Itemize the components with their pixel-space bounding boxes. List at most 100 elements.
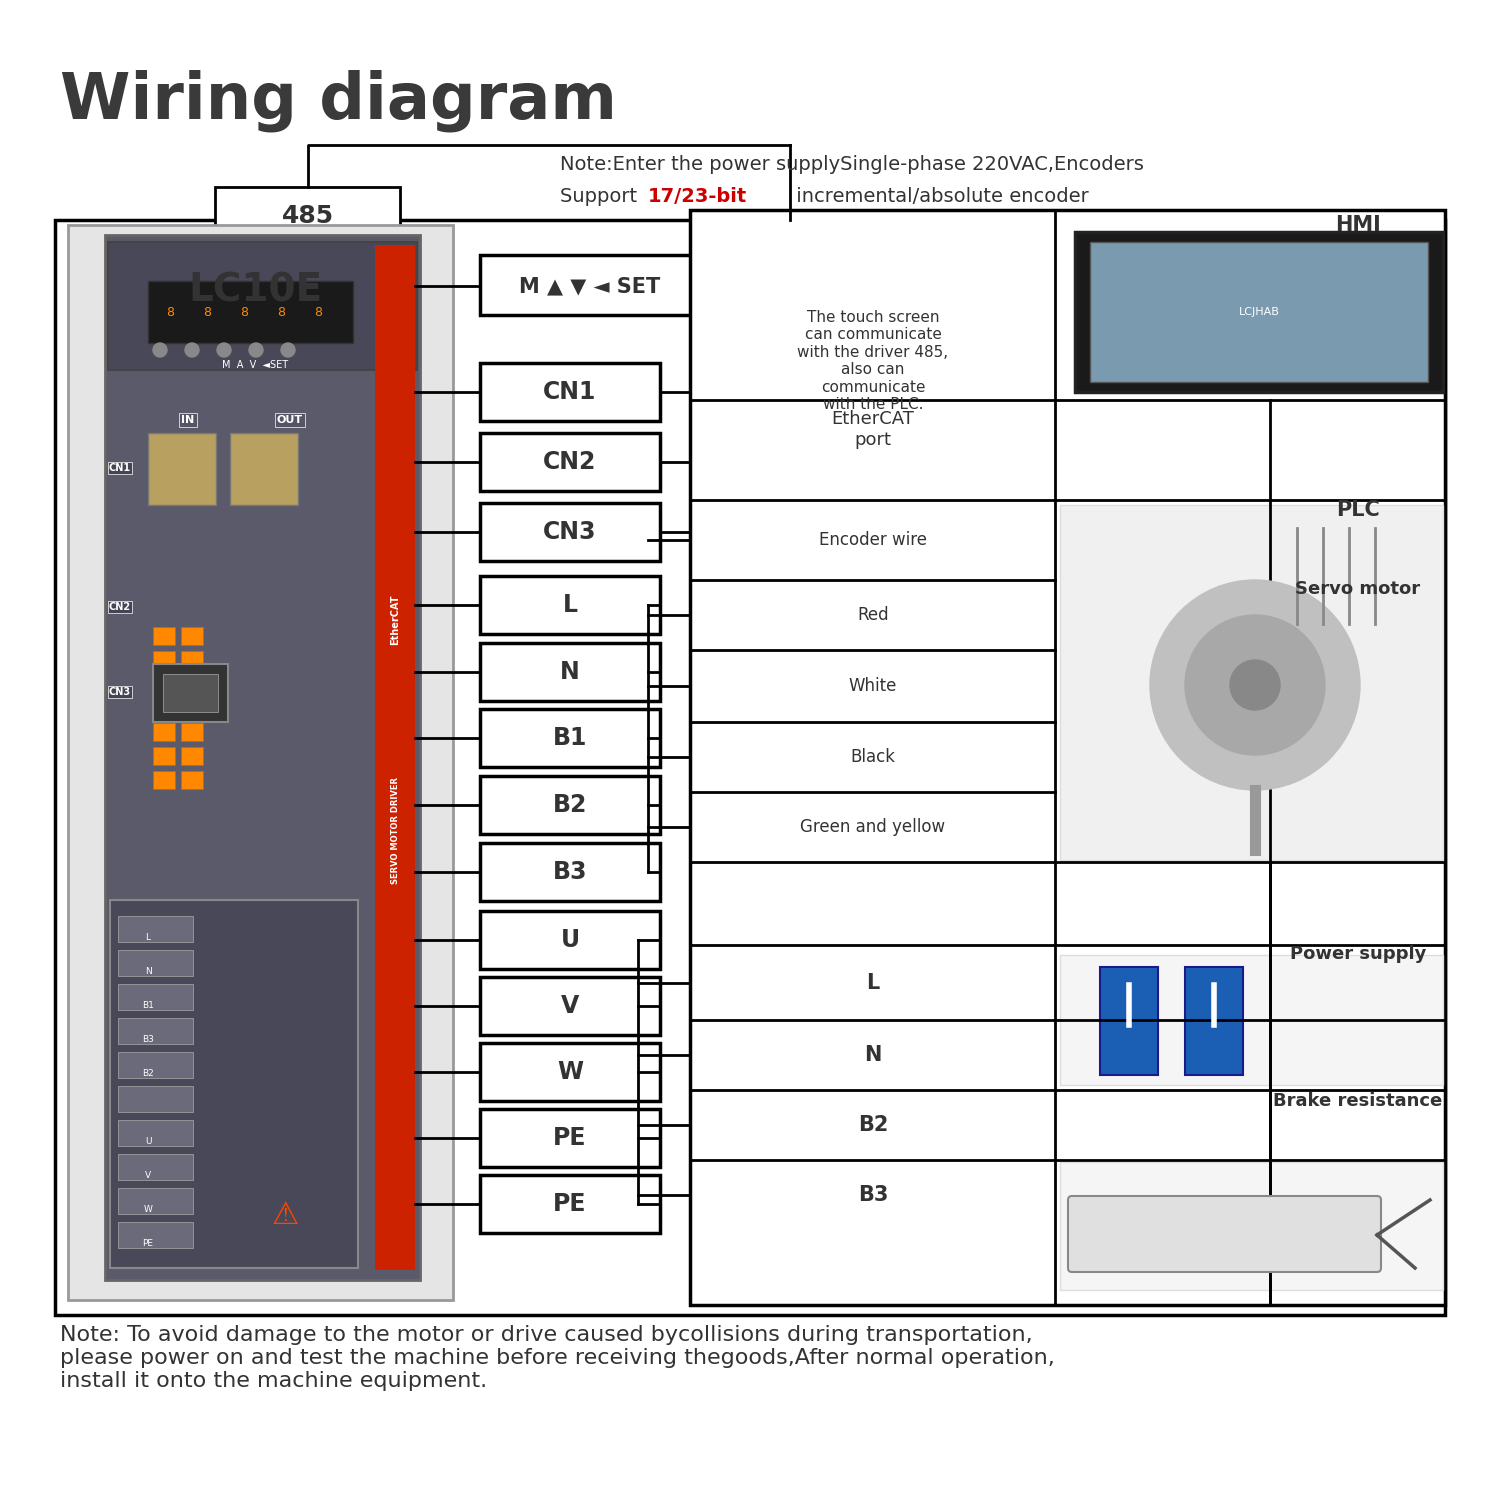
Bar xyxy=(480,1108,660,1167)
Bar xyxy=(480,776,660,834)
Bar xyxy=(182,723,203,741)
Text: B1: B1 xyxy=(142,1002,154,1011)
Circle shape xyxy=(280,344,296,357)
Text: SERVO MOTOR DRIVER: SERVO MOTOR DRIVER xyxy=(390,777,399,883)
Bar xyxy=(1060,506,1443,860)
Bar xyxy=(182,675,203,693)
Text: EtherCAT: EtherCAT xyxy=(390,596,400,645)
Text: ⚠: ⚠ xyxy=(272,1200,298,1230)
Text: Black: Black xyxy=(850,748,895,766)
Bar xyxy=(1076,232,1443,392)
Text: CN3: CN3 xyxy=(110,687,130,698)
Bar xyxy=(375,244,416,1270)
Bar xyxy=(118,950,194,976)
Bar xyxy=(1185,968,1244,1076)
Bar xyxy=(480,255,700,315)
Text: Wiring diagram: Wiring diagram xyxy=(60,70,616,132)
Text: L: L xyxy=(146,933,150,942)
Circle shape xyxy=(184,344,200,357)
Bar xyxy=(153,699,176,717)
Text: IN: IN xyxy=(182,416,195,424)
Text: PE: PE xyxy=(554,1126,586,1150)
Text: M  A  V  ◄SET: M A V ◄SET xyxy=(222,360,288,370)
Text: B2: B2 xyxy=(858,1114,888,1136)
Bar xyxy=(153,651,176,669)
Bar xyxy=(118,1052,194,1078)
Bar xyxy=(153,747,176,765)
Bar xyxy=(153,771,176,789)
Bar xyxy=(480,843,660,902)
Bar xyxy=(480,910,660,969)
Bar xyxy=(1090,525,1275,627)
Text: L: L xyxy=(867,974,879,993)
Text: B3: B3 xyxy=(858,1185,888,1204)
Bar xyxy=(480,1042,660,1101)
Text: N: N xyxy=(560,660,580,684)
Text: Note:Enter the power supplySingle-phase 220VAC,Encoders: Note:Enter the power supplySingle-phase … xyxy=(560,154,1144,174)
Bar xyxy=(480,433,660,490)
Text: PE: PE xyxy=(142,1239,153,1248)
Bar xyxy=(164,674,218,712)
Text: W: W xyxy=(556,1060,584,1084)
Text: The touch screen
can communicate
with the driver 485,
also can
communicate
with : The touch screen can communicate with th… xyxy=(798,310,948,413)
Bar xyxy=(1290,525,1414,627)
Bar xyxy=(182,771,203,789)
Text: incremental/absolute encoder: incremental/absolute encoder xyxy=(790,188,1089,206)
Text: PLC: PLC xyxy=(1336,500,1380,520)
Bar xyxy=(56,220,1444,1316)
Bar xyxy=(118,1154,194,1180)
Text: 8: 8 xyxy=(166,306,174,318)
Bar xyxy=(118,1086,194,1112)
Circle shape xyxy=(1230,660,1280,710)
Text: 8: 8 xyxy=(240,306,248,318)
Bar xyxy=(153,675,176,693)
Text: Power supply: Power supply xyxy=(1290,945,1426,963)
Text: CN1: CN1 xyxy=(110,464,130,472)
Bar xyxy=(1076,509,1440,640)
Bar xyxy=(110,900,358,1268)
Circle shape xyxy=(153,344,166,357)
Text: U: U xyxy=(561,928,579,952)
Bar xyxy=(148,280,352,344)
Text: LCJHAB: LCJHAB xyxy=(1239,308,1280,316)
Bar xyxy=(480,363,660,422)
Text: White: White xyxy=(849,676,897,694)
Text: CN1: CN1 xyxy=(543,380,597,404)
Bar xyxy=(182,747,203,765)
Text: 8: 8 xyxy=(202,306,211,318)
Bar xyxy=(480,710,660,766)
Bar xyxy=(1060,956,1443,1084)
Text: W: W xyxy=(144,1206,153,1215)
Bar xyxy=(182,651,203,669)
Bar xyxy=(1185,668,1324,700)
Bar xyxy=(1090,242,1428,382)
Bar xyxy=(153,723,176,741)
Bar xyxy=(690,210,1444,1305)
Text: N: N xyxy=(864,1046,882,1065)
Circle shape xyxy=(1185,615,1324,754)
Bar xyxy=(214,188,400,244)
Text: EtherCAT
port: EtherCAT port xyxy=(831,410,915,448)
Text: N: N xyxy=(144,968,152,976)
Text: L: L xyxy=(562,592,578,616)
Text: Brake resistance: Brake resistance xyxy=(1274,1092,1443,1110)
Bar xyxy=(148,433,216,506)
Text: Red: Red xyxy=(856,606,889,624)
Text: 8: 8 xyxy=(278,306,285,318)
Text: Green and yellow: Green and yellow xyxy=(801,818,945,836)
Bar xyxy=(118,1120,194,1146)
Text: V: V xyxy=(561,994,579,1018)
Bar xyxy=(118,1019,194,1044)
Bar xyxy=(118,984,194,1010)
Text: CN2: CN2 xyxy=(110,602,130,612)
Bar xyxy=(153,627,176,645)
Bar xyxy=(480,1174,660,1233)
Bar xyxy=(480,976,660,1035)
Bar xyxy=(182,627,203,645)
FancyBboxPatch shape xyxy=(1068,1196,1382,1272)
Circle shape xyxy=(217,344,231,357)
Text: B2: B2 xyxy=(554,794,586,818)
Bar xyxy=(480,576,660,634)
Bar xyxy=(105,236,420,1280)
Text: OUT: OUT xyxy=(278,416,303,424)
